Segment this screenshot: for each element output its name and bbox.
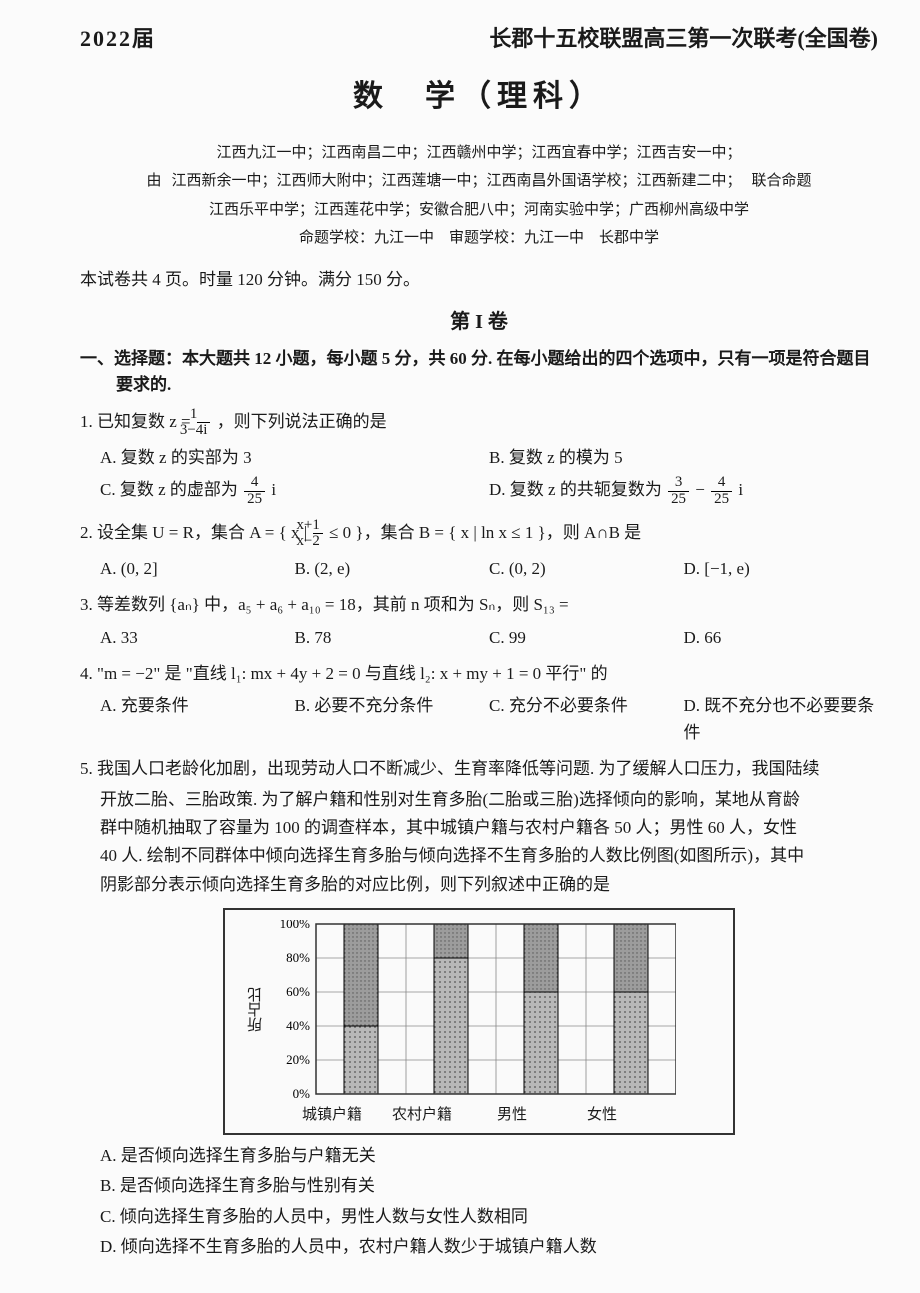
- q5-option-b: B. 是否倾向选择生育多胎与性别有关: [100, 1173, 878, 1199]
- q2-option-d: D. [−1, e): [684, 556, 879, 582]
- chart-cat-0: 城镇户籍: [287, 1100, 377, 1127]
- q4-stem: 4. "m = −2" 是 "直线 l₁: mx + 4y + 2 = 0 与直…: [80, 661, 878, 687]
- q2-option-c: C. (0, 2): [489, 556, 684, 582]
- section-title: 第 I 卷: [80, 307, 878, 338]
- q5-p1: 5. 我国人口老龄化加剧，出现劳动人口不断减少、生育率降低等问题. 为了缓解人口…: [80, 756, 878, 782]
- q1-option-a: A. 复数 z 的实部为 3: [100, 445, 489, 471]
- schools-line-2: 江西新余一中；江西师大附中；江西莲塘一中；江西南昌外国语学校；江西新建二中；: [171, 167, 741, 196]
- chart-svg: 100% 80% 60% 40% 20% 0%: [268, 920, 676, 1100]
- chart-cat-2: 男性: [467, 1100, 557, 1127]
- schools-line-1: 江西九江一中；江西南昌二中；江西赣州中学；江西宜春中学；江西吉安一中；: [80, 139, 878, 168]
- svg-text:80%: 80%: [286, 950, 310, 965]
- q1-suffix: ，则下列说法正确的是: [217, 412, 387, 431]
- q2-stem: 2. 设全集 U = R，集合 A = { x | x+1 x−2 ≤ 0 }，…: [80, 518, 878, 550]
- q4-option-a: A. 充要条件: [100, 693, 295, 746]
- exam-year: 2022届: [80, 22, 156, 56]
- q3-option-c: C. 99: [489, 625, 684, 651]
- svg-text:100%: 100%: [280, 920, 311, 931]
- q5-p2: 开放二胎、三胎政策. 为了解户籍和性别对生育多胎(二胎或三胎)选择倾向的影响，某…: [80, 787, 878, 813]
- q5-p3: 群中随机抽取了容量为 100 的调查样本，其中城镇户籍与农村户籍各 50 人；男…: [80, 815, 878, 841]
- q5-option-c: C. 倾向选择生育多胎的人员中，男性人数与女性人数相同: [100, 1204, 878, 1230]
- meta-line: 本试卷共 4 页。时量 120 分钟。满分 150 分。: [80, 267, 878, 293]
- q1-option-c: C. 复数 z 的虚部为 425 i: [100, 475, 489, 507]
- schools-line-3: 江西乐平中学；江西莲花中学；安徽合肥八中；河南实验中学；广西柳州高级中学: [80, 196, 878, 225]
- q1-fraction: 1 3−4i: [197, 407, 211, 439]
- q3-option-b: B. 78: [295, 625, 490, 651]
- tail-label: 联合命题: [752, 167, 812, 196]
- q5-options: A. 是否倾向选择生育多胎与户籍无关 B. 是否倾向选择生育多胎与性别有关 C.…: [80, 1141, 878, 1262]
- q5-option-d: D. 倾向选择不生育多胎的人员中，农村户籍人数少于城镇户籍人数: [100, 1234, 878, 1260]
- q5-p4: 40 人. 绘制不同群体中倾向选择生育多胎与倾向选择不生育多胎的人数比例图(如图…: [80, 843, 878, 869]
- chart-categories: 城镇户籍 农村户籍 男性 女性: [287, 1100, 647, 1127]
- q3-option-d: D. 66: [684, 625, 879, 651]
- q5-p5: 阴影部分表示倾向选择生育多胎的对应比例，则下列叙述中正确的是: [80, 872, 878, 898]
- chart-cat-1: 农村户籍: [377, 1100, 467, 1127]
- question-2: 2. 设全集 U = R，集合 A = { x | x+1 x−2 ≤ 0 }，…: [80, 518, 878, 585]
- q4-options: A. 充要条件 B. 必要不充分条件 C. 充分不必要条件 D. 既不充分也不必…: [80, 691, 878, 748]
- schools-line-4: 命题学校：九江一中 审题学校：九江一中 长郡中学: [80, 224, 878, 253]
- part-instruction: 一、选择题：本大题共 12 小题，每小题 5 分，共 60 分. 在每小题给出的…: [80, 346, 878, 399]
- svg-text:0%: 0%: [293, 1086, 311, 1100]
- by-label: 由: [146, 167, 161, 196]
- question-1: 1. 已知复数 z = 1 3−4i ，则下列说法正确的是 A. 复数 z 的实…: [80, 407, 878, 510]
- page-header: 2022届 长郡十五校联盟高三第一次联考(全国卷): [80, 22, 878, 56]
- svg-text:40%: 40%: [286, 1018, 310, 1033]
- chart-yaxis-label: 所占比: [239, 920, 268, 1100]
- q1-option-b: B. 复数 z 的模为 5: [489, 445, 878, 471]
- q4-option-b: B. 必要不充分条件: [295, 693, 490, 746]
- q4-option-d: D. 既不充分也不必要要条件: [684, 693, 879, 746]
- q2-option-a: A. (0, 2]: [100, 556, 295, 582]
- q2-option-b: B. (2, e): [295, 556, 490, 582]
- subject-title: 数 学（理科）: [80, 74, 878, 121]
- svg-text:20%: 20%: [286, 1052, 310, 1067]
- q5-option-a: A. 是否倾向选择生育多胎与户籍无关: [100, 1143, 878, 1169]
- question-5: 5. 我国人口老龄化加剧，出现劳动人口不断减少、生育率降低等问题. 为了缓解人口…: [80, 756, 878, 1262]
- q5-chart: 所占比 100% 80% 60% 40% 20% 0% 城镇户籍 农村户籍 男性 女性: [223, 908, 735, 1135]
- question-3: 3. 等差数列 {aₙ} 中，a₅ + a₆ + a₁₀ = 18，其前 n 项…: [80, 592, 878, 653]
- q2-options: A. (0, 2] B. (2, e) C. (0, 2) D. [−1, e): [80, 554, 878, 584]
- chart-cat-3: 女性: [557, 1100, 647, 1127]
- q1-options: A. 复数 z 的实部为 3 B. 复数 z 的模为 5 C. 复数 z 的虚部…: [80, 443, 878, 510]
- schools-block: 江西九江一中；江西南昌二中；江西赣州中学；江西宜春中学；江西吉安一中； 由 江西…: [80, 139, 878, 253]
- q1-stem: 1. 已知复数 z = 1 3−4i ，则下列说法正确的是: [80, 407, 878, 439]
- q1-option-d: D. 复数 z 的共轭复数为 325 − 425 i: [489, 475, 878, 507]
- q2-fraction: x+1 x−2: [313, 518, 322, 550]
- q3-option-a: A. 33: [100, 625, 295, 651]
- exam-page: 2022届 长郡十五校联盟高三第一次联考(全国卷) 数 学（理科） 江西九江一中…: [0, 0, 920, 1293]
- svg-text:60%: 60%: [286, 984, 310, 999]
- q3-options: A. 33 B. 78 C. 99 D. 66: [80, 623, 878, 653]
- q4-option-c: C. 充分不必要条件: [489, 693, 684, 746]
- schools-line-2-row: 由 江西新余一中；江西师大附中；江西莲塘一中；江西南昌外国语学校；江西新建二中；…: [80, 167, 878, 196]
- exam-title: 长郡十五校联盟高三第一次联考(全国卷): [489, 22, 878, 56]
- q1-prefix: 1. 已知复数 z =: [80, 412, 195, 431]
- question-4: 4. "m = −2" 是 "直线 l₁: mx + 4y + 2 = 0 与直…: [80, 661, 878, 748]
- q3-stem: 3. 等差数列 {aₙ} 中，a₅ + a₆ + a₁₀ = 18，其前 n 项…: [80, 592, 878, 618]
